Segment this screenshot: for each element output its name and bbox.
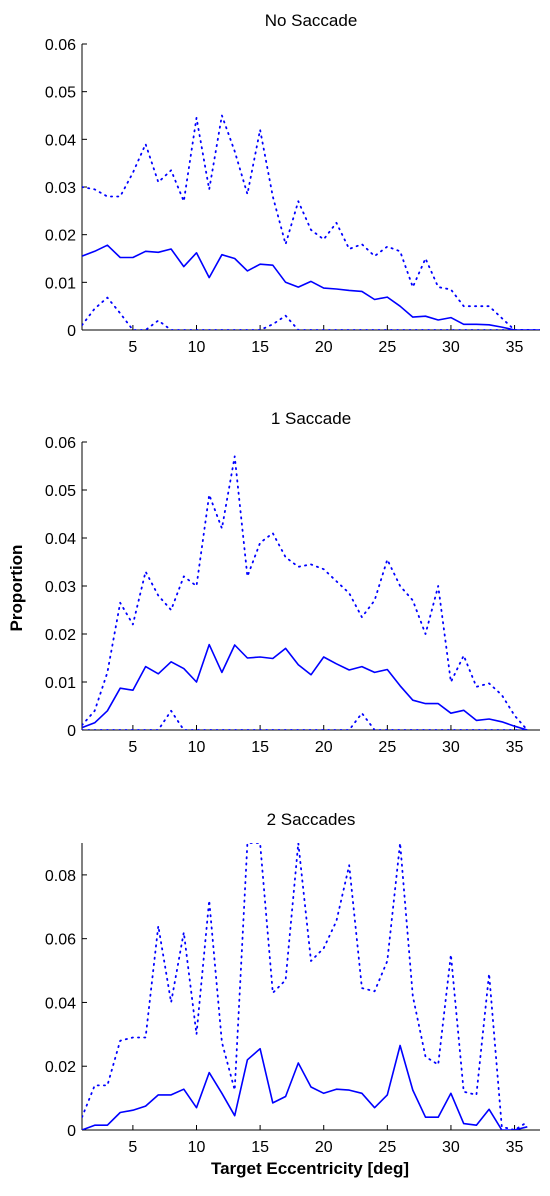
panel-2-saccades: 2 Saccades 0 0.02 0.04 0.06 0.08 5 10 15 20 25 30 35 (45, 810, 540, 1156)
x-tick-label: 25 (378, 1139, 396, 1156)
x-tick-label: 25 (378, 339, 396, 356)
panel-title: No Saccade (265, 11, 358, 30)
y-tick-label: 0.03 (45, 180, 76, 197)
series-line-mean (82, 244, 540, 330)
x-tick-label: 25 (378, 739, 396, 756)
y-axis-label: Proportion (7, 545, 26, 632)
y-tick-label: 0.02 (45, 627, 76, 644)
y-tick-label: 0.06 (45, 37, 76, 54)
y-tick-label: 0.02 (45, 1059, 76, 1076)
x-tick-label: 10 (188, 339, 206, 356)
y-tick-label: 0.04 (45, 531, 76, 548)
x-tick-label: 15 (251, 339, 269, 356)
x-tick-label: 10 (188, 739, 206, 756)
series-line-dotted-1 (82, 843, 529, 1130)
x-tick-label: 20 (315, 339, 333, 356)
series-line-dotted-2 (82, 709, 529, 730)
y-tick-label: 0 (67, 1123, 76, 1140)
panel-1-saccade: 1 Saccade 0 0.01 0.02 0.03 0.04 0.05 0.06 5 10 15 2… (45, 409, 540, 756)
x-tick-label: 5 (128, 739, 137, 756)
x-tick-label: 15 (251, 1139, 269, 1156)
x-tick-label: 20 (315, 1139, 333, 1156)
panel-no-saccade: No Saccade 0 0.01 0.02 0.03 0.04 0.05 0.06 5 10 15… (45, 11, 540, 356)
x-tick-label: 5 (128, 1139, 137, 1156)
y-tick-label: 0 (67, 723, 76, 740)
x-tick-label: 30 (442, 339, 460, 356)
series-line-dotted-2 (82, 296, 540, 330)
x-axis-label: Target Eccentricity [deg] (211, 1159, 409, 1178)
y-tick-label: 0.06 (45, 435, 76, 452)
y-tick-label: 0.05 (45, 85, 76, 102)
y-tick-label: 0.05 (45, 483, 76, 500)
x-tick-label: 30 (442, 1139, 460, 1156)
y-tick-label: 0.04 (45, 132, 76, 149)
y-tick-label: 0.01 (45, 675, 76, 692)
y-tick-label: 0.08 (45, 868, 76, 885)
panel-title: 2 Saccades (267, 810, 356, 829)
y-tick-label: 0.04 (45, 995, 76, 1012)
series-line-mean (82, 1044, 528, 1130)
x-tick-label: 35 (506, 339, 524, 356)
x-tick-label: 20 (315, 739, 333, 756)
series-line-dotted-1 (82, 114, 540, 330)
series-line-mean (82, 643, 528, 730)
y-tick-label: 0.06 (45, 932, 76, 949)
x-tick-label: 5 (128, 339, 137, 356)
y-tick-label: 0.03 (45, 579, 76, 596)
x-tick-label: 10 (188, 1139, 206, 1156)
y-tick-label: 0.02 (45, 228, 76, 245)
y-tick-label: 0.01 (45, 275, 76, 292)
panel-title: 1 Saccade (271, 409, 351, 428)
x-tick-label: 35 (506, 1139, 524, 1156)
x-tick-label: 30 (442, 739, 460, 756)
x-tick-label: 35 (506, 739, 524, 756)
x-tick-label: 15 (251, 739, 269, 756)
series-line-dotted-1 (82, 455, 529, 730)
y-tick-label: 0 (67, 323, 76, 340)
